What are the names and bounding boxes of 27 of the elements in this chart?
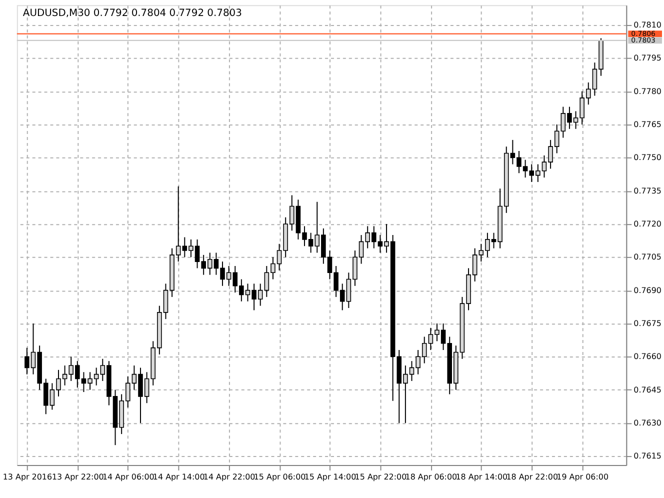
y-tick-label: 0.7615 xyxy=(634,452,662,461)
x-tick-label: 14 Apr 06:00 xyxy=(102,472,154,482)
x-tick-label: 19 Apr 06:00 xyxy=(556,472,609,482)
y-tick-label: 0.7705 xyxy=(634,252,662,262)
x-tick-label: 13 Apr 22:00 xyxy=(52,472,104,482)
y-tick-label: 0.7645 xyxy=(634,385,662,394)
y-tick-label: 0.7750 xyxy=(634,153,662,162)
x-tick-label: 14 Apr 14:00 xyxy=(152,472,205,482)
x-tick-label: 15 Apr 14:00 xyxy=(304,472,356,482)
y-tick-label: 0.7735 xyxy=(634,186,662,196)
y-tick-label: 0.7810 xyxy=(634,20,662,30)
y-tick-label: 0.7780 xyxy=(634,86,662,96)
x-tick-label: 18 Apr 14:00 xyxy=(456,472,508,482)
y-tick-label: 0.7630 xyxy=(634,418,662,428)
y-tick-label: 0.7765 xyxy=(634,120,662,129)
x-tick-label: 14 Apr 22:00 xyxy=(203,472,256,482)
y-tick-label: 0.7690 xyxy=(634,286,662,295)
y-tick-label: 0.7795 xyxy=(634,54,662,63)
y-tick-label: 0.7675 xyxy=(634,318,662,328)
x-tick-label: 18 Apr 22:00 xyxy=(506,472,558,482)
y-tick-label: 0.7720 xyxy=(634,219,662,228)
x-tick-label: 15 Apr 06:00 xyxy=(254,472,306,482)
y-tick-label: 0.7660 xyxy=(634,352,662,362)
x-tick-label: 15 Apr 22:00 xyxy=(354,472,407,482)
x-tick-label: 13 Apr 2016 xyxy=(2,472,52,482)
x-tick-label: 18 Apr 06:00 xyxy=(405,472,458,482)
chart-title: AUDUSD,M30 0.7792 0.7804 0.7792 0.7803 xyxy=(22,8,242,20)
